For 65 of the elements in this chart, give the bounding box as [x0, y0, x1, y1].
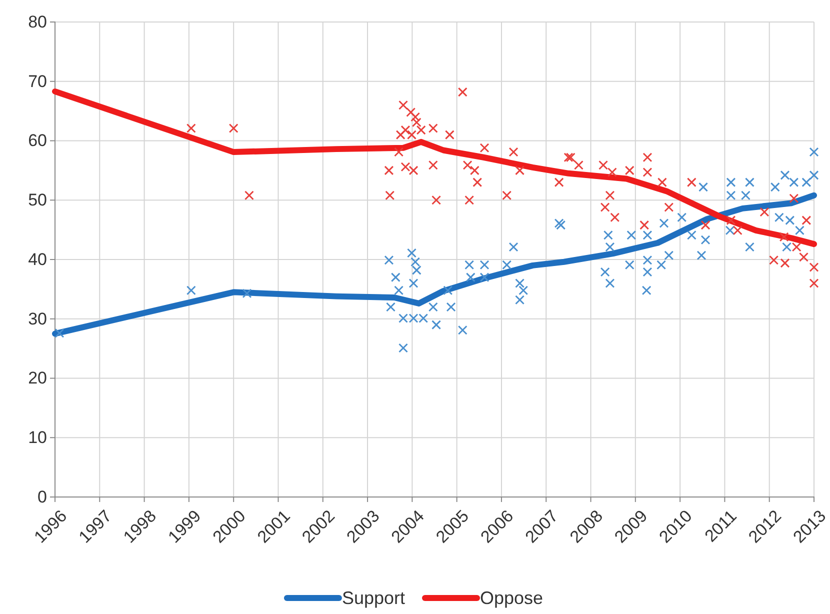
point [502, 190, 512, 200]
point [508, 147, 518, 157]
point [384, 166, 394, 176]
point [385, 190, 395, 200]
point [760, 207, 770, 217]
point [458, 87, 468, 97]
point [802, 216, 812, 226]
y-tick-label: 70 [28, 72, 47, 91]
point [809, 262, 819, 272]
point [244, 190, 254, 200]
point [410, 112, 420, 122]
point [600, 202, 610, 212]
point [400, 125, 410, 135]
point [400, 162, 410, 172]
point [607, 167, 617, 177]
point [554, 178, 564, 188]
point [769, 255, 779, 265]
point [574, 160, 584, 170]
point [809, 278, 819, 288]
y-tick-label: 10 [28, 428, 47, 448]
point [700, 220, 710, 230]
point [480, 143, 490, 153]
point [789, 194, 799, 204]
point [779, 232, 789, 242]
point [464, 195, 474, 205]
point [444, 130, 454, 140]
point [408, 166, 418, 176]
point [732, 226, 742, 236]
y-tick-label: 40 [28, 250, 47, 269]
point [470, 166, 480, 176]
point [642, 167, 652, 177]
point [416, 125, 426, 135]
point [624, 166, 634, 176]
y-tick-label: 60 [28, 131, 47, 150]
point [664, 202, 674, 212]
point [412, 118, 422, 128]
point [610, 212, 620, 222]
point [398, 100, 408, 110]
y-tick-label: 30 [28, 309, 47, 328]
legend-label: Oppose [480, 588, 544, 608]
point [642, 152, 652, 162]
point [686, 178, 696, 188]
point [726, 216, 736, 226]
y-tick-label: 0 [38, 487, 47, 506]
y-tick-label: 50 [28, 190, 47, 210]
point [462, 160, 472, 170]
point [394, 147, 404, 157]
point [598, 160, 608, 170]
point [640, 220, 650, 230]
point [428, 160, 438, 170]
point [515, 166, 525, 176]
y-tick-label: 20 [28, 368, 47, 388]
point [472, 178, 482, 188]
point [605, 190, 615, 200]
y-tick-label: 80 [28, 12, 47, 32]
point [792, 242, 802, 252]
point [406, 108, 416, 117]
point [228, 124, 238, 134]
point [780, 258, 790, 268]
point [657, 178, 667, 188]
point [432, 195, 442, 205]
point [186, 124, 196, 134]
point [428, 124, 438, 134]
legend-label: Support [342, 588, 405, 608]
point [798, 252, 808, 262]
